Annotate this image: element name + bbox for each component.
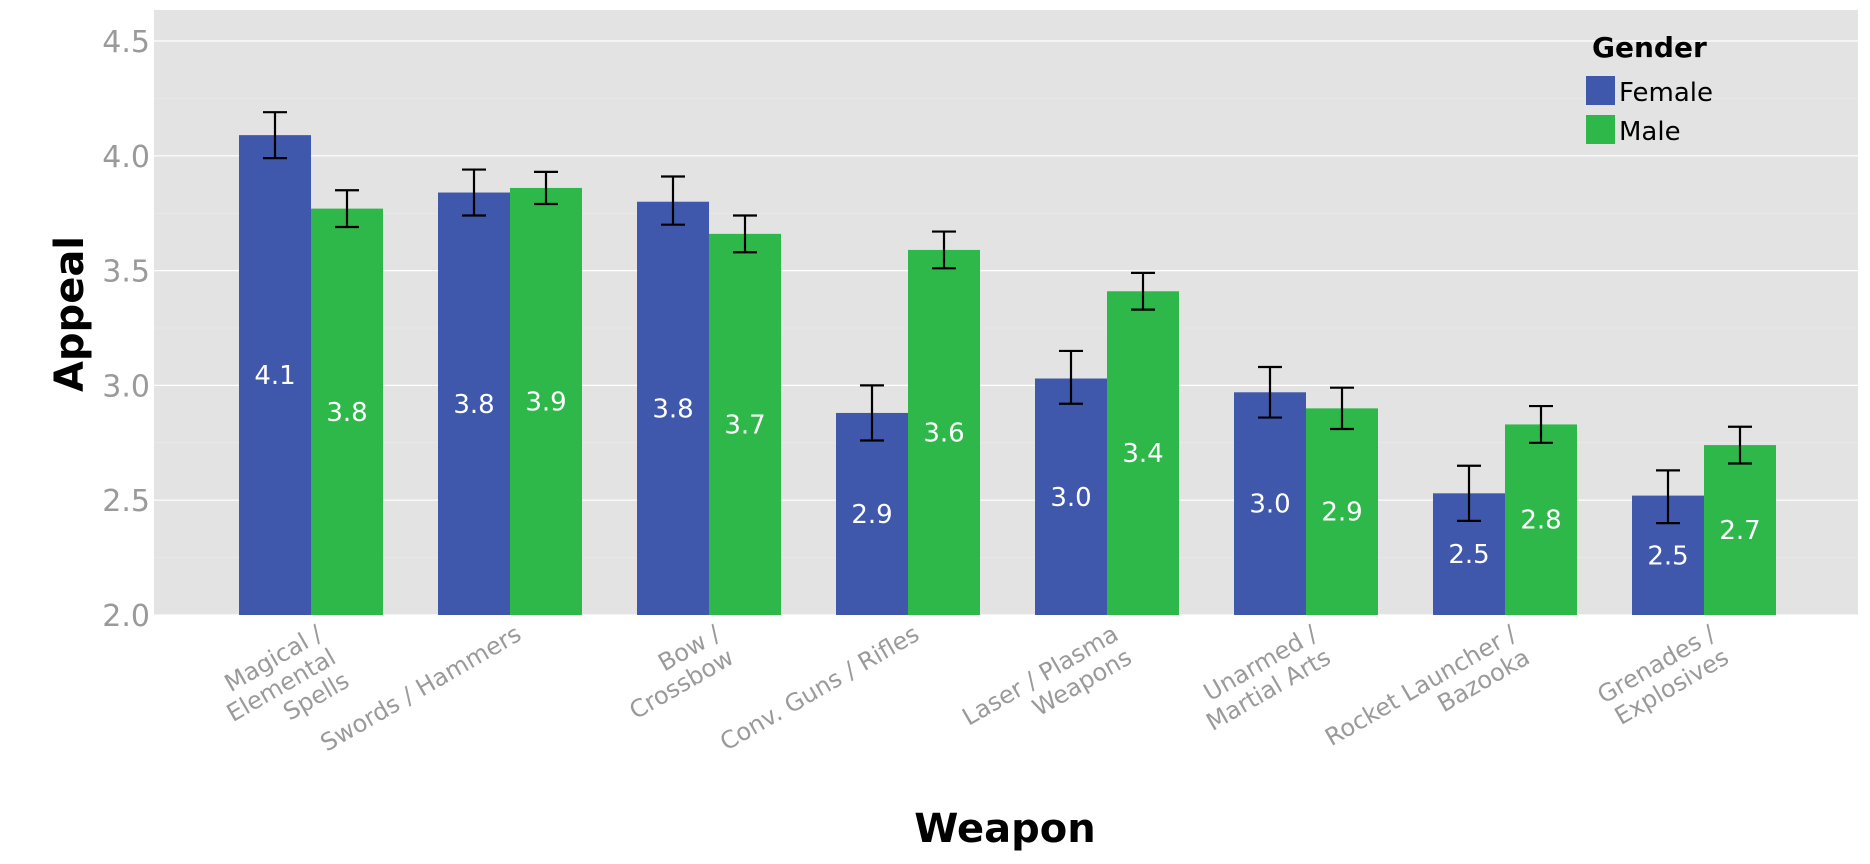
data-label: 3.8 <box>652 394 693 424</box>
data-label: 2.5 <box>1647 541 1688 571</box>
data-label: 3.0 <box>1050 483 1091 513</box>
data-label: 2.9 <box>1321 498 1362 528</box>
error-bar <box>1728 425 1752 465</box>
x-tick-label: Grenades /Explosives <box>1593 619 1734 730</box>
x-tick-label: Unarmed /Martial Arts <box>1199 619 1336 736</box>
error-bar <box>661 175 685 226</box>
error-bar <box>1330 386 1354 431</box>
x-tick-label: Bow /Crossbow <box>625 619 739 725</box>
bar-female <box>239 135 311 616</box>
legend-title: Gender <box>1592 31 1707 64</box>
bar-male <box>709 233 781 615</box>
x-axis-title: Weapon <box>914 806 1095 852</box>
error-bar <box>335 189 359 229</box>
y-axis-title: Appeal <box>47 236 93 392</box>
bar-male <box>1107 291 1179 615</box>
data-label: 2.7 <box>1719 516 1760 546</box>
data-label: 3.0 <box>1249 490 1290 520</box>
bar-male <box>1704 445 1776 615</box>
bar-female <box>438 192 510 615</box>
x-tick-label: Rocket Launcher /Bazooka <box>1320 619 1534 751</box>
y-axis-ticks: 2.0 2.5 3.0 3.5 4.0 4.5 <box>102 25 150 634</box>
data-label: 2.8 <box>1520 506 1561 536</box>
data-label: 4.1 <box>254 361 295 391</box>
x-tick-label-line: Conv. Guns / Rifles <box>715 620 924 757</box>
error-bar <box>534 170 558 206</box>
bar-male <box>311 208 383 615</box>
data-label: 2.9 <box>851 500 892 530</box>
data-label: 3.9 <box>525 387 566 417</box>
error-bar <box>263 111 287 160</box>
y-tick-label: 4.0 <box>102 140 150 175</box>
error-bar <box>1656 469 1680 525</box>
data-label: 2.5 <box>1448 540 1489 570</box>
bar-female <box>836 412 908 615</box>
legend-label-male: Male <box>1619 117 1681 147</box>
error-bar <box>1457 464 1481 522</box>
error-bar <box>1529 404 1553 444</box>
error-bar <box>1059 349 1083 405</box>
bar-male <box>510 187 582 615</box>
bar-female <box>1234 392 1306 615</box>
y-tick-label: 3.0 <box>102 369 150 404</box>
bar-male <box>1306 408 1378 615</box>
y-tick-label: 2.0 <box>102 599 150 634</box>
legend: Gender Female Male <box>1586 31 1713 147</box>
data-label: 3.4 <box>1122 439 1163 469</box>
legend-label-female: Female <box>1619 78 1713 108</box>
error-bar <box>932 230 956 270</box>
bar-male <box>908 249 980 615</box>
data-label: 3.8 <box>453 390 494 420</box>
bar-female <box>637 201 709 615</box>
data-label: 3.8 <box>326 398 367 428</box>
error-bar <box>1258 365 1282 419</box>
error-bar <box>462 168 486 217</box>
bars: 4.1 3.8 3.8 3.9 3.8 3.7 2.9 3.6 3.0 3.4 3.0 2.9 2.5 2… <box>239 111 1776 616</box>
legend-swatch-female <box>1586 76 1615 105</box>
y-tick-label: 3.5 <box>102 255 150 290</box>
data-label: 3.7 <box>724 410 765 440</box>
y-tick-label: 4.5 <box>102 25 150 60</box>
x-tick-label: Conv. Guns / Rifles <box>715 620 924 757</box>
bar-female <box>1035 378 1107 615</box>
error-bar <box>1131 271 1155 311</box>
legend-swatch-male <box>1586 115 1615 144</box>
bar-male <box>1505 424 1577 615</box>
data-label: 3.6 <box>923 418 964 448</box>
error-bar <box>860 384 884 442</box>
y-tick-label: 2.5 <box>102 484 150 519</box>
error-bar <box>733 214 757 254</box>
